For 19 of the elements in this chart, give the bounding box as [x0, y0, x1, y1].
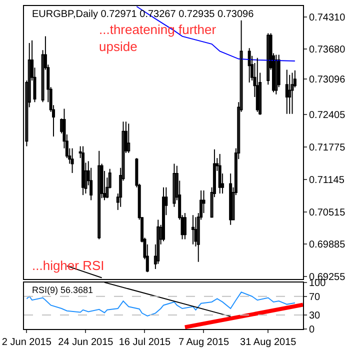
y-tick-label: 30	[309, 310, 321, 322]
y-tick-label: 0.72405	[309, 110, 346, 122]
y-tick-label: 0.74310	[309, 12, 346, 24]
y-tick-label: 0.73680	[309, 44, 346, 56]
y-tick-label: 0.71145	[309, 174, 345, 186]
x-tick-label: 2 Jun 2015	[2, 337, 52, 348]
y-tick-label: 0.70515	[309, 207, 346, 218]
chart-title: RSI(9) 56.3681	[32, 285, 94, 295]
x-tick-label: 7 Aug 2015	[178, 337, 230, 348]
annotation: ...threatening further upside	[99, 22, 217, 54]
annotation: ...higher RSI	[32, 258, 104, 273]
x-tick-label: 24 Jun 2015	[58, 337, 114, 348]
y-tick-label: 0.69885	[309, 240, 346, 251]
y-tick-label: 0.71775	[309, 142, 346, 154]
y-tick-label: 70	[309, 292, 321, 303]
x-tick-label: 31 Aug 2015	[240, 337, 297, 348]
y-tick-label: 0.73096	[309, 74, 346, 86]
y-tick-label: 0	[309, 324, 315, 336]
x-tick-label: 16 Jul 2015	[118, 337, 172, 348]
